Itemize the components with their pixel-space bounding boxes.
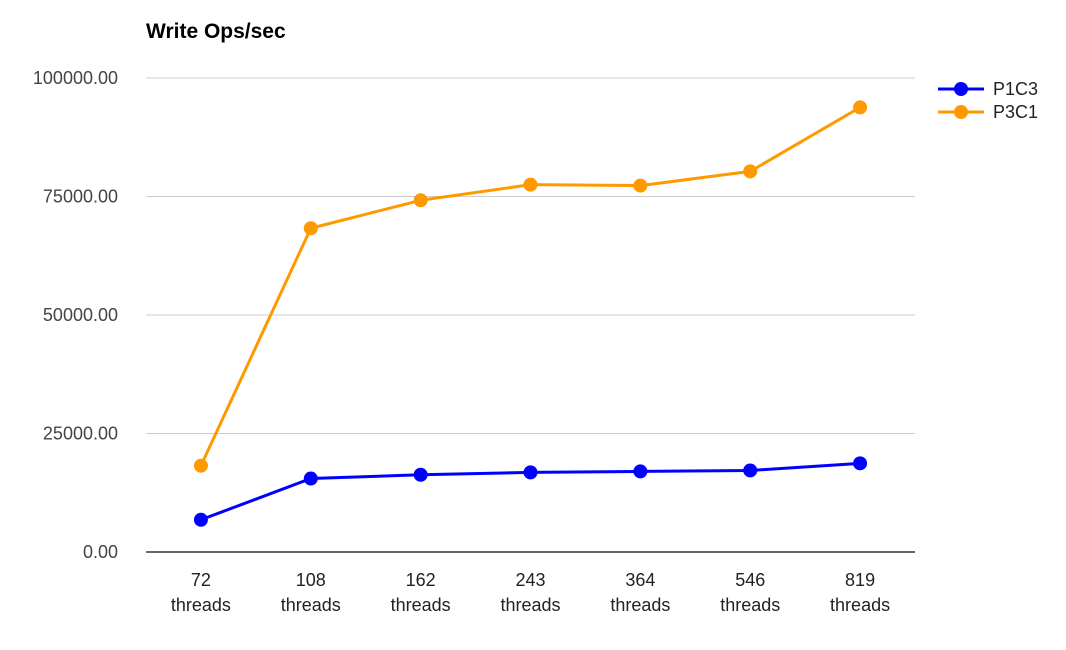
x-tick-label: 243 threads xyxy=(500,570,560,615)
data-point xyxy=(413,193,428,208)
legend-label: P3C1 xyxy=(993,102,1038,122)
data-point xyxy=(633,178,648,193)
y-tick-label: 75000.00 xyxy=(43,187,118,207)
x-tick-label: 72 threads xyxy=(171,570,231,615)
x-axis: 72 threads 108 threads 162 threads 243 threads 3… xyxy=(146,551,915,615)
x-tick-label: 819 threads xyxy=(830,570,890,615)
data-point xyxy=(523,177,538,192)
x-tick-label: 364 threads xyxy=(610,570,670,615)
legend-item-p1c3: P1C3 xyxy=(938,79,1038,99)
data-point xyxy=(193,458,208,473)
data-point xyxy=(413,467,428,482)
legend-swatch-marker xyxy=(954,105,968,119)
series-lines xyxy=(193,100,868,527)
data-point xyxy=(523,465,538,480)
y-axis: 0.00 25000.00 50000.00 75000.00 100000.00 xyxy=(33,68,118,562)
series-p3c1 xyxy=(193,100,868,473)
data-point xyxy=(303,221,318,236)
series-p1c3 xyxy=(193,456,868,527)
y-tick-label: 50000.00 xyxy=(43,305,118,325)
legend: P1C3 P3C1 xyxy=(938,79,1038,122)
data-point xyxy=(303,471,318,486)
y-tick-label: 100000.00 xyxy=(33,68,118,88)
y-tick-label: 0.00 xyxy=(83,542,118,562)
data-point xyxy=(743,164,758,179)
y-tick-label: 25000.00 xyxy=(43,424,118,444)
chart-title: Write Ops/sec xyxy=(146,20,286,43)
data-point xyxy=(193,512,208,527)
x-tick-label: 546 threads xyxy=(720,570,780,615)
legend-item-p3c1: P3C1 xyxy=(938,102,1038,122)
data-point xyxy=(633,464,648,479)
data-point xyxy=(853,456,868,471)
legend-label: P1C3 xyxy=(993,79,1038,99)
legend-swatch-marker xyxy=(954,82,968,96)
gridlines xyxy=(146,77,915,434)
x-tick-label: 162 threads xyxy=(391,570,451,615)
data-point xyxy=(853,100,868,115)
series-line xyxy=(199,106,861,467)
x-tick-label: 108 threads xyxy=(281,570,341,615)
data-point xyxy=(743,463,758,478)
